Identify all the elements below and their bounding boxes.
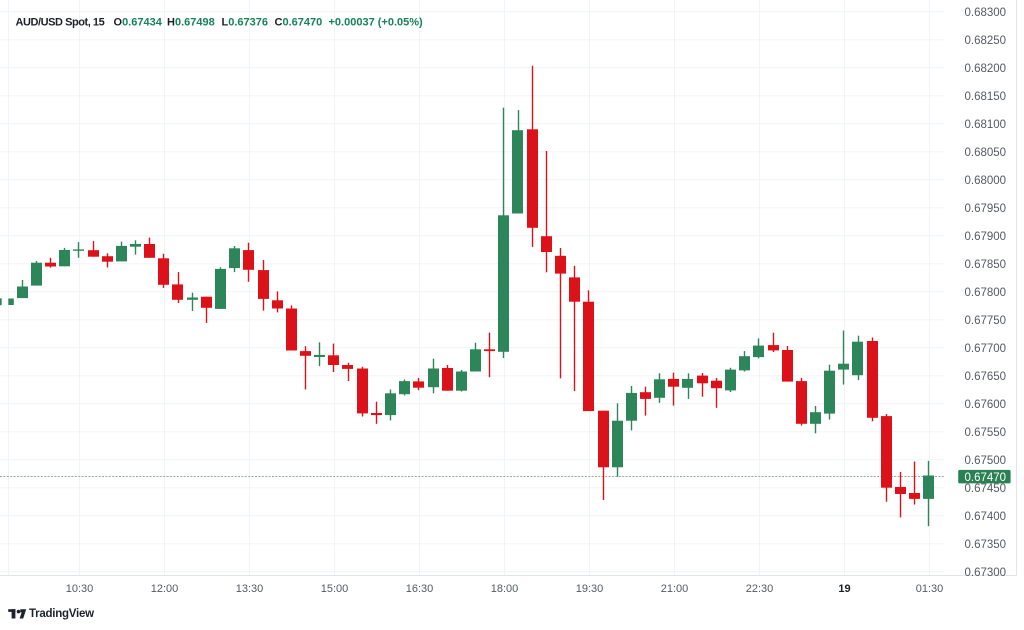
svg-text:0.67900: 0.67900 bbox=[965, 231, 1007, 243]
svg-text:0.67700: 0.67700 bbox=[965, 343, 1007, 355]
svg-text:0.68100: 0.68100 bbox=[965, 119, 1007, 131]
svg-text:16:30: 16:30 bbox=[406, 583, 434, 595]
svg-text:0.68150: 0.68150 bbox=[965, 91, 1007, 103]
svg-text:13:30: 13:30 bbox=[236, 583, 264, 595]
svg-text:10:30: 10:30 bbox=[66, 583, 94, 595]
svg-text:0.67400: 0.67400 bbox=[965, 511, 1007, 523]
svg-text:0.67750: 0.67750 bbox=[965, 315, 1007, 327]
svg-text:0.67450: 0.67450 bbox=[965, 483, 1007, 495]
svg-text:19: 19 bbox=[838, 583, 850, 595]
svg-text:12:00: 12:00 bbox=[151, 583, 179, 595]
svg-text:0.68250: 0.68250 bbox=[965, 35, 1007, 47]
svg-text:0.67470: 0.67470 bbox=[965, 472, 1007, 484]
svg-text:15:00: 15:00 bbox=[321, 583, 349, 595]
svg-text:0.67300: 0.67300 bbox=[965, 567, 1007, 579]
svg-text:0.67500: 0.67500 bbox=[965, 455, 1007, 467]
svg-text:0.67950: 0.67950 bbox=[965, 203, 1007, 215]
svg-text:TradingView: TradingView bbox=[29, 608, 94, 620]
svg-text:0.67850: 0.67850 bbox=[965, 259, 1007, 271]
svg-text:0.67650: 0.67650 bbox=[965, 371, 1007, 383]
svg-text:0.67600: 0.67600 bbox=[965, 399, 1007, 411]
svg-text:0.68000: 0.68000 bbox=[965, 175, 1007, 187]
svg-text:0.68300: 0.68300 bbox=[965, 7, 1007, 19]
svg-text:01:30: 01:30 bbox=[916, 583, 944, 595]
svg-text:0.67550: 0.67550 bbox=[965, 427, 1007, 439]
svg-text:18:00: 18:00 bbox=[491, 583, 519, 595]
svg-text:0.68050: 0.68050 bbox=[965, 147, 1007, 159]
svg-text:0.67800: 0.67800 bbox=[965, 287, 1007, 299]
svg-text:0.68200: 0.68200 bbox=[965, 63, 1007, 75]
svg-text:22:30: 22:30 bbox=[746, 583, 774, 595]
svg-text:19:30: 19:30 bbox=[576, 583, 604, 595]
svg-text:0.67350: 0.67350 bbox=[965, 539, 1007, 551]
svg-text:AUD/USD Spot, 15: AUD/USD Spot, 15 bbox=[16, 17, 105, 29]
svg-text:21:00: 21:00 bbox=[661, 583, 689, 595]
